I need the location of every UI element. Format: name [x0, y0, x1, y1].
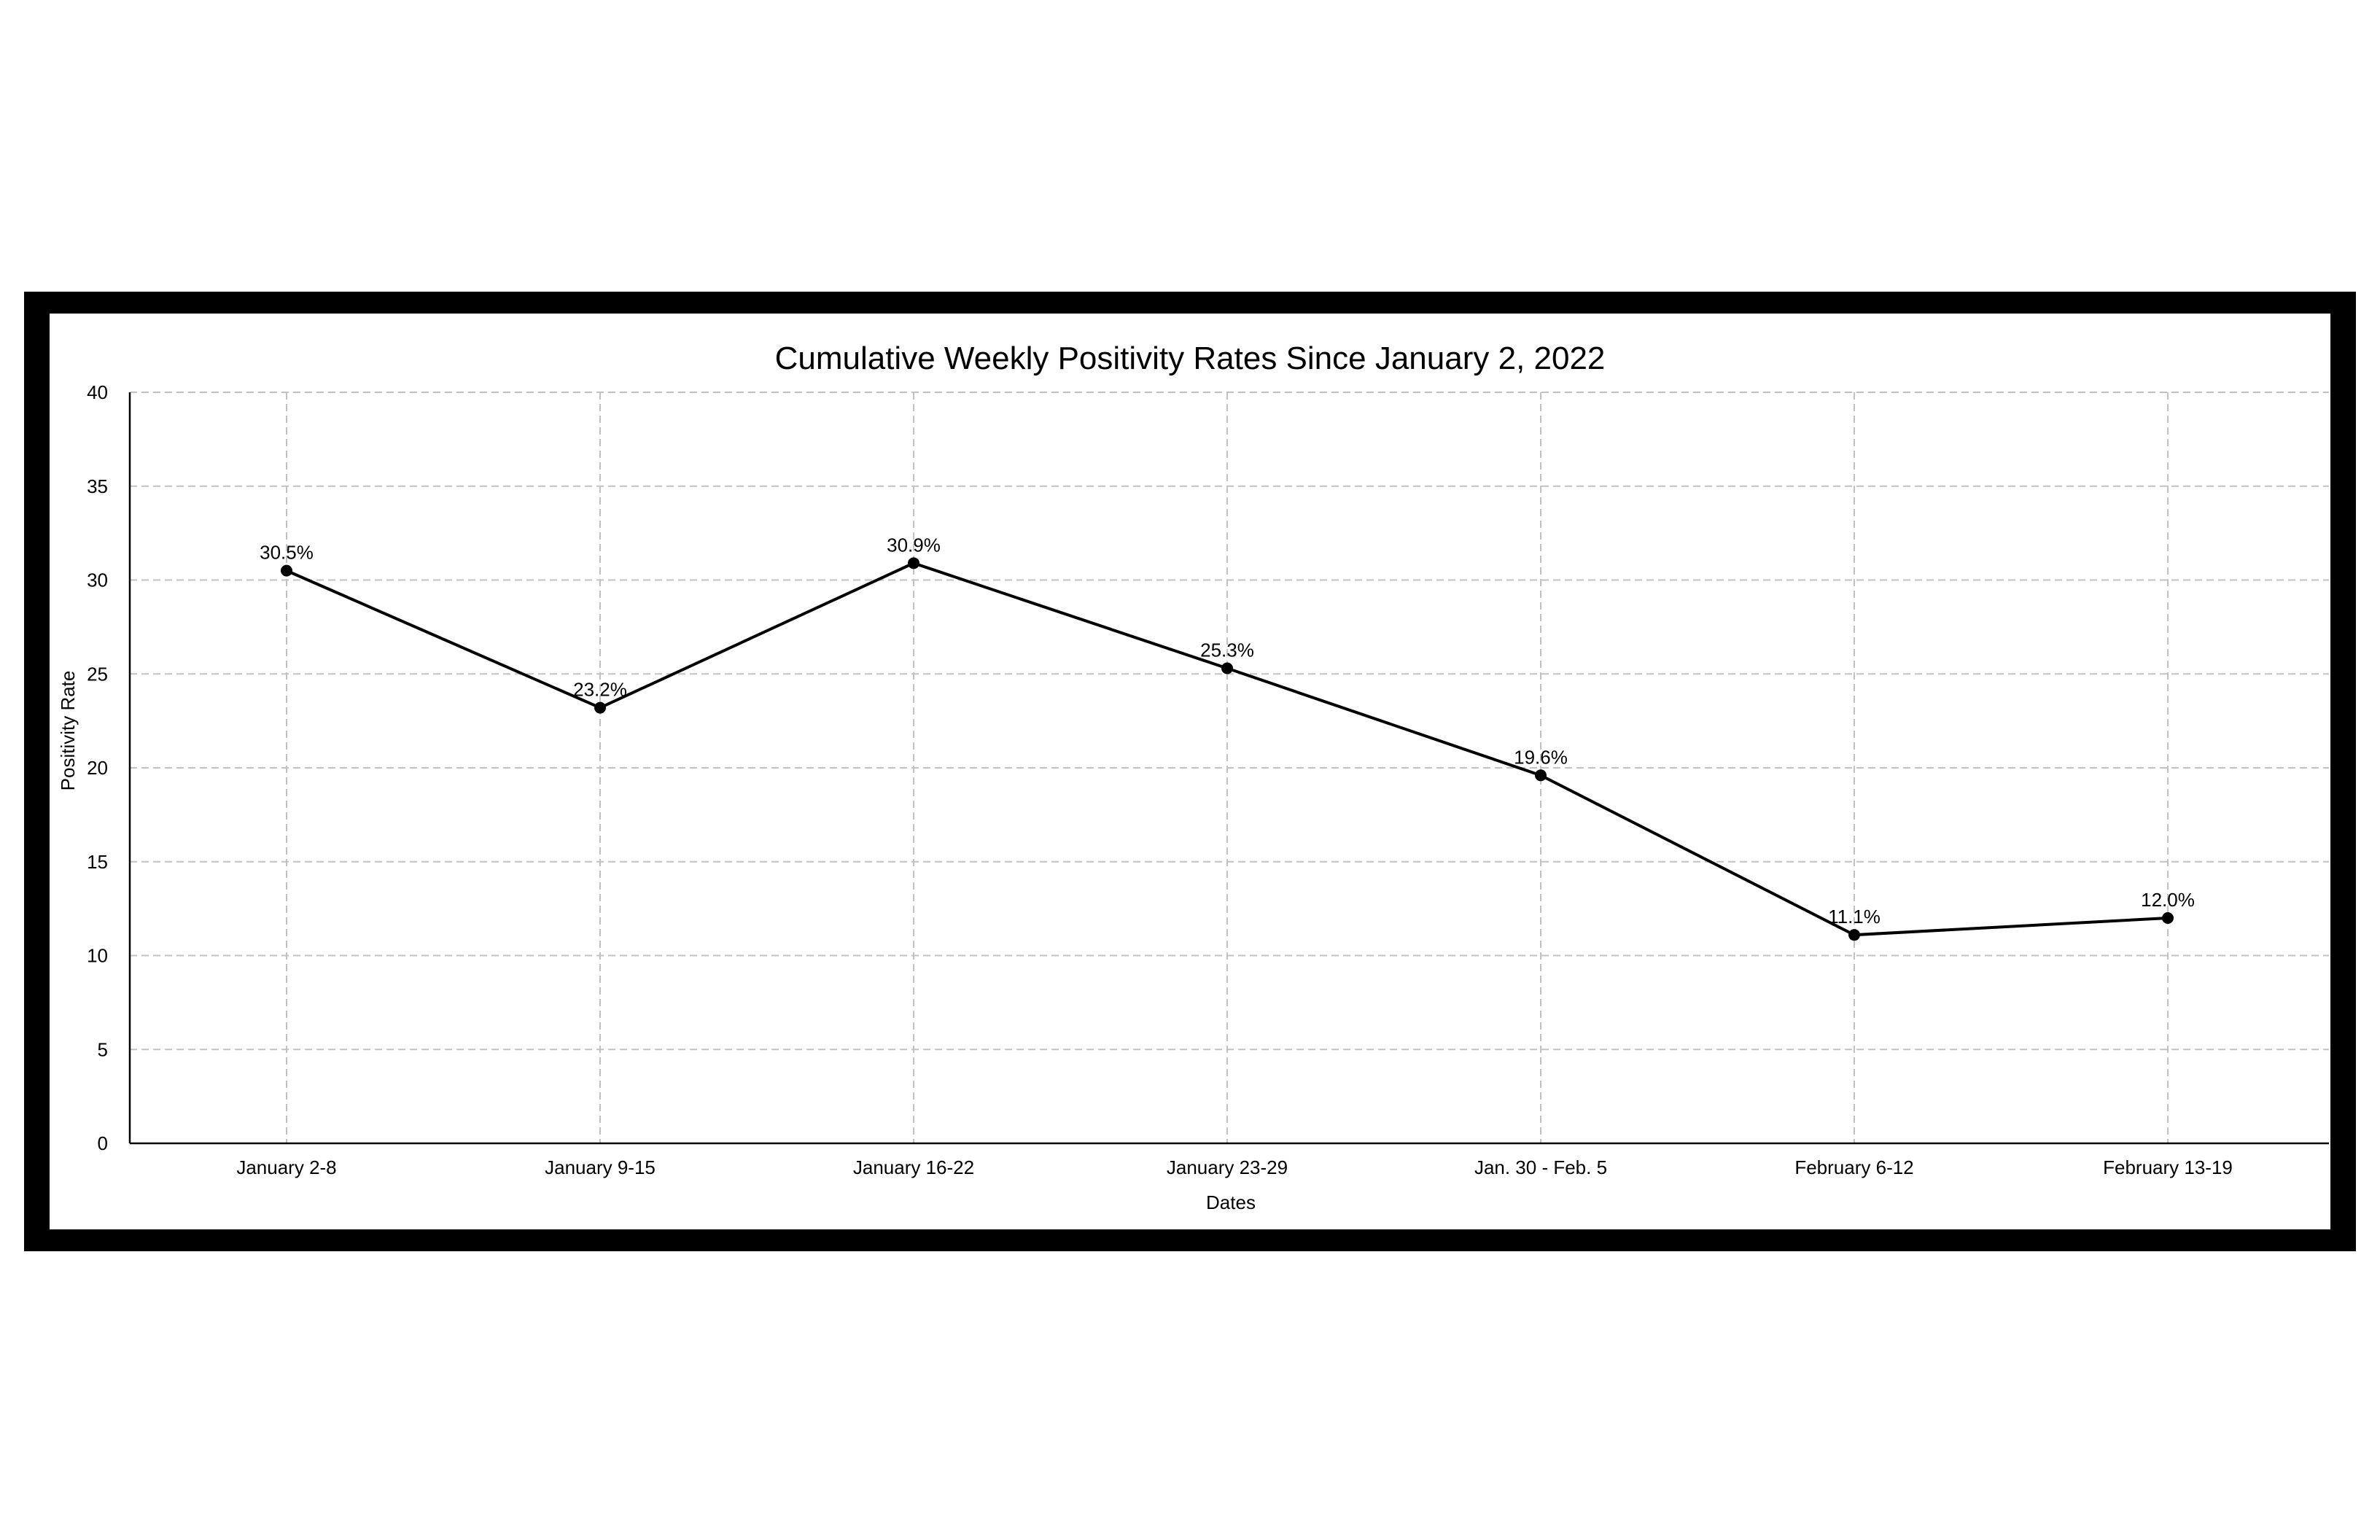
x-tick-label: February 13-19: [2103, 1156, 2233, 1178]
y-tick-label: 35: [87, 475, 108, 497]
grid-layer: [130, 392, 2329, 1143]
x-tick-label: January 9-15: [545, 1156, 656, 1178]
x-tick-label: January 23-29: [1167, 1156, 1288, 1178]
x-tick-label: February 6-12: [1794, 1156, 1913, 1178]
data-label: 30.9%: [887, 534, 941, 556]
y-tick-label: 10: [87, 945, 108, 967]
data-point: [594, 701, 606, 714]
data-point: [1535, 769, 1547, 782]
y-tick-label: 30: [87, 569, 108, 591]
x-axis-title: Dates: [1206, 1191, 1256, 1213]
data-label: 23.2%: [573, 679, 627, 701]
data-point: [1221, 662, 1233, 674]
y-tick-label: 20: [87, 757, 108, 779]
data-point: [2162, 912, 2174, 924]
series-layer: [281, 557, 2174, 941]
data-label: 11.1%: [1828, 906, 1881, 928]
x-tick-label: January 16-22: [853, 1156, 974, 1178]
data-point: [281, 564, 292, 577]
data-point: [1848, 929, 1860, 941]
y-tick-label: 15: [87, 851, 108, 873]
y-tick-label: 0: [98, 1132, 108, 1154]
data-labels: 30.5% 23.2% 30.9% 25.3% 19.6% 11.1% 12.0%: [260, 534, 2195, 928]
data-label: 25.3%: [1200, 639, 1254, 661]
x-tick-label: January 2-8: [236, 1156, 336, 1178]
x-tick-label: Jan. 30 - Feb. 5: [1474, 1156, 1607, 1178]
y-tick-label: 25: [87, 663, 108, 685]
chart-frame: Cumulative Weekly Positivity Rates Since…: [24, 292, 2356, 1251]
y-tick-label: 40: [87, 381, 108, 403]
axes-layer: [128, 392, 2329, 1145]
chart-title: Cumulative Weekly Positivity Rates Since…: [775, 341, 1606, 376]
data-label: 30.5%: [260, 542, 314, 564]
x-tick-labels: January 2-8 January 9-15 January 16-22 Janu…: [236, 1156, 2233, 1178]
chart-panel: Cumulative Weekly Positivity Rates Since…: [50, 314, 2330, 1229]
data-label: 19.6%: [1514, 746, 1568, 768]
y-tick-labels: 0 5 10 15 20 25 30 35 40: [87, 381, 108, 1154]
y-tick-label: 5: [98, 1038, 108, 1060]
data-label: 12.0%: [2141, 889, 2195, 911]
line-chart: Cumulative Weekly Positivity Rates Since…: [57, 341, 2329, 1213]
y-axis-title: Positivity Rate: [57, 671, 79, 791]
data-point: [908, 557, 919, 569]
